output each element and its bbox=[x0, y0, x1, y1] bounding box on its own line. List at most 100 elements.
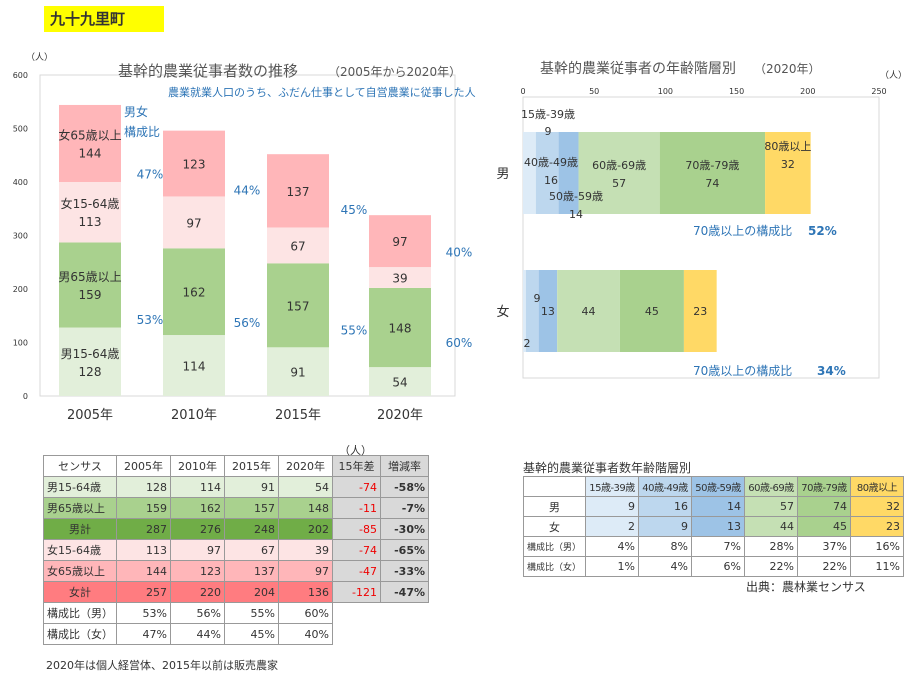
table-cell: 57 bbox=[744, 496, 798, 517]
ratio-value: 52% bbox=[808, 224, 837, 238]
bar-segment bbox=[267, 347, 329, 396]
x-tick-label: 50 bbox=[589, 87, 599, 96]
table-cell: 2 bbox=[585, 516, 639, 537]
row-label: 男計 bbox=[43, 518, 117, 540]
table-cell: 248 bbox=[224, 518, 279, 540]
data-label: 9 bbox=[534, 292, 541, 305]
table-cell: 257 bbox=[116, 581, 171, 603]
table-cell: 137 bbox=[224, 560, 279, 582]
data-label: 67 bbox=[290, 239, 305, 253]
bar-segment bbox=[525, 270, 539, 352]
table-cell: 128 bbox=[116, 476, 171, 498]
table-cell: 22% bbox=[797, 556, 851, 577]
empty-cell bbox=[333, 624, 429, 645]
data-label: 44 bbox=[582, 305, 596, 318]
data-label: 97 bbox=[186, 216, 201, 230]
table-header-cell: 15歳-39歳 bbox=[585, 476, 639, 497]
bar-segment bbox=[369, 287, 431, 368]
male-ratio-label: 53% bbox=[137, 313, 164, 327]
category-label: 女 bbox=[496, 304, 509, 320]
ratio-value: 34% bbox=[817, 364, 846, 378]
ratio-label: 男女 bbox=[124, 104, 148, 119]
y-tick-label: 300 bbox=[13, 232, 28, 241]
x-tick-label: 200 bbox=[800, 87, 815, 96]
table-cell: 4% bbox=[638, 556, 692, 577]
table-header-cell: 70歳-79歳 bbox=[797, 476, 851, 497]
series-label: 女65歳以上 bbox=[58, 127, 121, 142]
table-cell: 45 bbox=[797, 516, 851, 537]
series-label: 40歳-49歳 bbox=[524, 156, 578, 169]
row-label: 構成比（女） bbox=[523, 556, 586, 577]
bar-segment bbox=[267, 263, 329, 348]
x-tick-label: 2010年 bbox=[171, 408, 217, 423]
table-cell: 74 bbox=[797, 496, 851, 517]
table-cell: 136 bbox=[278, 581, 333, 603]
table-cell: -33% bbox=[380, 560, 429, 582]
series-label: 男65歳以上 bbox=[58, 270, 121, 284]
table-cell: -58% bbox=[380, 476, 429, 498]
table-cell: 60% bbox=[278, 602, 333, 624]
table-cell: 16% bbox=[850, 536, 904, 557]
x-tick-label: 250 bbox=[871, 87, 886, 96]
x-tick-label: 100 bbox=[658, 87, 673, 96]
table-cell: -7% bbox=[380, 497, 429, 519]
female-ratio-label: 40% bbox=[446, 246, 473, 260]
female-ratio-label: 45% bbox=[341, 203, 368, 217]
census-table: センサス 2005年 2010年 2015年 2020年 15年差 増減率 男15-64歳 12… bbox=[43, 455, 429, 645]
table-cell: -74 bbox=[332, 539, 381, 561]
bar-segment bbox=[765, 132, 811, 214]
footnote: 2020年は個人経営体、2015年以前は販売農家 bbox=[46, 659, 278, 672]
table-header-cell bbox=[523, 476, 586, 497]
series-label: 男15-64歳 bbox=[61, 347, 120, 361]
y-tick-label: 200 bbox=[13, 285, 28, 294]
table-cell: 159 bbox=[116, 497, 171, 519]
table-cell: 67 bbox=[224, 539, 279, 561]
ratio-caption: 70歳以上の構成比 bbox=[693, 224, 792, 238]
table-header-cell: 2020年 bbox=[278, 455, 333, 477]
table-unit-label: （人） bbox=[339, 444, 372, 457]
table-cell: 144 bbox=[116, 560, 171, 582]
table-row: 女65歳以上 144 123 137 97 -47 -33% bbox=[43, 560, 429, 582]
x-tick-label: 0 bbox=[520, 87, 525, 96]
table-cell: -65% bbox=[380, 539, 429, 561]
table-header-cell: 2010年 bbox=[170, 455, 225, 477]
male-ratio-label: 55% bbox=[341, 324, 368, 338]
table-cell: 44 bbox=[744, 516, 798, 537]
bar-segment bbox=[59, 242, 121, 328]
empty-cell bbox=[333, 603, 429, 624]
chart-title-note: （2020年） bbox=[754, 62, 821, 76]
chart-subtitle: 農業就業人口のうち、ふだん仕事として自営農業に従事した人 bbox=[168, 85, 476, 99]
table-cell: 162 bbox=[170, 497, 225, 519]
x-tick-label: 2020年 bbox=[377, 408, 423, 423]
row-label: 構成比（女） bbox=[43, 623, 117, 645]
table-cell: -47 bbox=[332, 560, 381, 582]
table-cell: 6% bbox=[691, 556, 745, 577]
bar-segment bbox=[619, 270, 684, 352]
source-note: 出典：農林業センサス bbox=[746, 580, 866, 594]
row-label: 女15-64歳 bbox=[43, 539, 117, 561]
table-header-cell: 15年差 bbox=[332, 455, 381, 477]
table-cell: 220 bbox=[170, 581, 225, 603]
ratio-label: 構成比 bbox=[124, 125, 160, 139]
table-row: 男 9 16 14 57 74 32 bbox=[523, 496, 904, 517]
table-cell: 97 bbox=[278, 560, 333, 582]
row-label: 男65歳以上 bbox=[43, 497, 117, 519]
chart-title: 基幹的農業従事者数の推移 bbox=[118, 62, 298, 80]
y-tick-label: 600 bbox=[13, 71, 28, 80]
chart-title-note: （2005年から2020年） bbox=[328, 65, 461, 79]
bar-segment bbox=[163, 130, 225, 197]
bar-segment bbox=[683, 270, 717, 352]
table-cell: 39 bbox=[278, 539, 333, 561]
data-label: 23 bbox=[693, 305, 707, 318]
table-header-cell: 40歳-49歳 bbox=[638, 476, 692, 497]
table-row: 構成比（男） 53% 56% 55% 60% bbox=[43, 602, 429, 624]
category-label: 男 bbox=[496, 167, 509, 182]
table-cell: 37% bbox=[797, 536, 851, 557]
table-header-cell: 2005年 bbox=[116, 455, 171, 477]
table-cell: 91 bbox=[224, 476, 279, 498]
row-label: 構成比（男） bbox=[523, 536, 586, 557]
table-cell: 123 bbox=[170, 560, 225, 582]
table-cell: 40% bbox=[278, 623, 333, 645]
table-cell: 53% bbox=[116, 602, 171, 624]
data-label: 32 bbox=[781, 158, 795, 171]
